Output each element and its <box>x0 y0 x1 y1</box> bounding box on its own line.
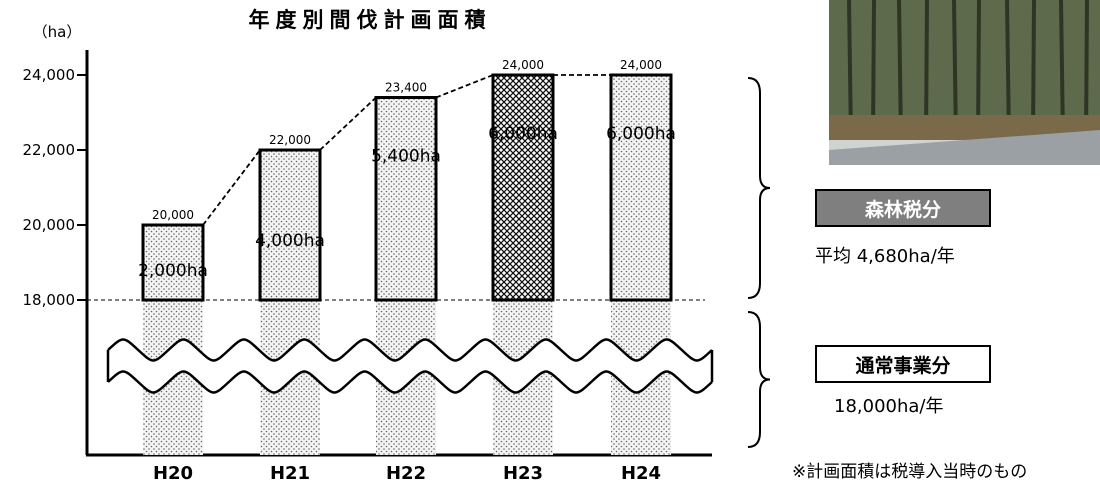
normal-business-label: 通常事業分 <box>815 345 991 383</box>
footnote: ※計画面積は税導入当時のもの <box>792 462 1028 482</box>
x-tick-label: H23 <box>503 463 543 484</box>
axis-break-line <box>107 370 713 394</box>
x-tick-label: H20 <box>153 463 193 484</box>
y-tick-label: 18,000 <box>23 291 76 309</box>
bar-increment-label: 4,000ha <box>255 231 325 251</box>
bar-increment-label: 5,400ha <box>371 147 441 167</box>
x-tick-label: H24 <box>621 463 661 484</box>
bar-chart: 年度別間伐計画面積 （ha） 18,000 20,000 22,000 24,000 2… <box>23 8 771 484</box>
y-tick-label: 24,000 <box>23 66 76 84</box>
bar-increment-label: 2,000ha <box>138 261 208 281</box>
y-unit-label: （ha） <box>33 23 82 41</box>
forest-tax-label: 森林税分 <box>815 189 991 227</box>
normal-business-value: 18,000ha/年 <box>834 396 944 417</box>
forest-tax-bar <box>609 73 673 302</box>
forest-tax-bar <box>258 148 322 302</box>
y-tick-label: 22,000 <box>23 141 76 159</box>
forest-tax-bar <box>141 223 205 302</box>
trend-line-segment <box>319 96 377 151</box>
bar-value-label: 20,000 <box>152 208 194 222</box>
bar-increment-label: 6,000ha <box>488 124 558 144</box>
x-tick-label: H21 <box>270 463 310 484</box>
bar-increment-label: 6,000ha <box>606 124 676 144</box>
forest-photo <box>829 0 1100 165</box>
y-tick-label: 20,000 <box>23 216 76 234</box>
bar-value-label: 23,400 <box>385 81 427 95</box>
forest-tax-brace <box>747 77 771 299</box>
forest-tax-bar <box>491 73 555 302</box>
axis-break-line <box>107 338 713 362</box>
forest-tax-bar <box>374 96 438 302</box>
trend-line-segment <box>435 74 494 99</box>
trend-line-segment <box>202 149 261 226</box>
chart-title: 年度別間伐計画面積 <box>249 8 492 32</box>
axis-break-fill <box>108 339 712 393</box>
forest-tax-average: 平均 4,680ha/年 <box>815 246 955 267</box>
x-tick-label: H22 <box>386 463 426 484</box>
bar-value-label: 24,000 <box>502 58 544 72</box>
bar-value-label: 22,000 <box>269 133 311 147</box>
bar-value-label: 24,000 <box>620 58 662 72</box>
normal-business-brace <box>747 311 771 448</box>
